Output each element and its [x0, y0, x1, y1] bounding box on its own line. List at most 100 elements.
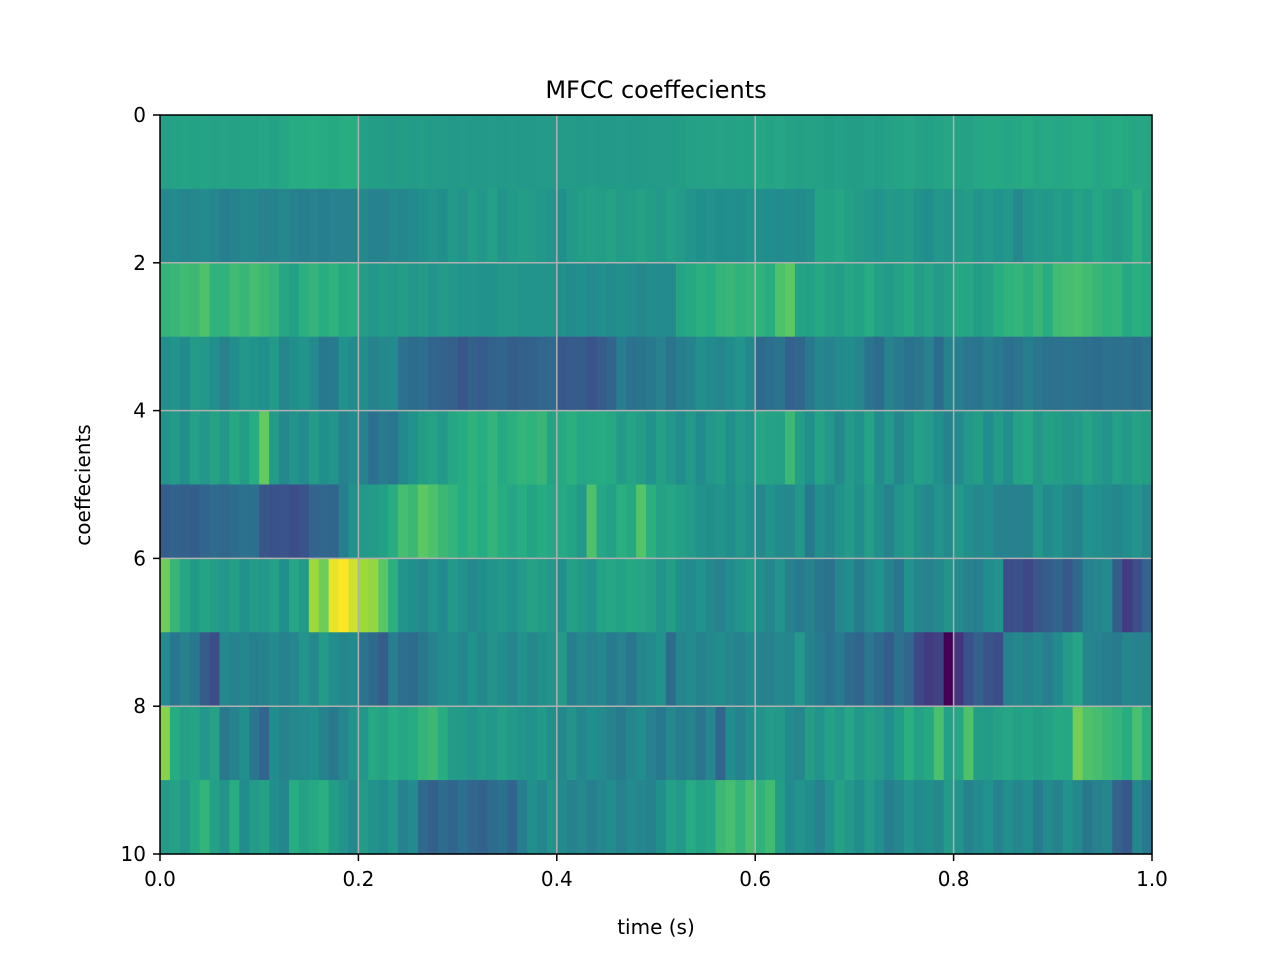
heatmap-cell — [596, 262, 607, 338]
heatmap-cell — [745, 780, 756, 855]
heatmap-cell — [209, 558, 221, 633]
heatmap-cell — [417, 115, 429, 190]
heatmap-cell — [199, 780, 211, 855]
heatmap-cell — [804, 632, 816, 707]
heatmap-cell — [626, 558, 637, 633]
heatmap-cell — [269, 410, 280, 486]
heatmap-cell — [536, 336, 548, 412]
heatmap-cell — [209, 706, 221, 781]
heatmap-cell — [884, 706, 895, 781]
heatmap-cell — [983, 410, 994, 486]
heatmap-cell — [665, 336, 677, 412]
heatmap-cell — [179, 115, 191, 190]
heatmap-cell — [338, 484, 350, 559]
heatmap-cell — [298, 188, 310, 264]
heatmap-cell — [646, 115, 657, 190]
x-axis-ticks: 0.0 0.2 0.4 0.6 0.8 1.0 — [144, 854, 1168, 891]
heatmap-cell — [1032, 780, 1044, 855]
heatmap-cell — [963, 262, 975, 338]
heatmap-cell — [398, 632, 409, 707]
heatmap-cell — [318, 188, 330, 264]
heatmap-cell — [408, 262, 419, 338]
heatmap-cell — [259, 188, 270, 264]
heatmap-cell — [219, 632, 231, 707]
heatmap-cell — [685, 484, 697, 559]
heatmap-cell — [447, 558, 459, 633]
heatmap-cell — [685, 336, 697, 412]
y-tick-label: 10 — [121, 842, 146, 866]
heatmap-cell — [1052, 558, 1064, 633]
heatmap-cell — [1142, 706, 1153, 781]
heatmap-cell — [160, 780, 171, 855]
heatmap-cell — [1052, 780, 1064, 855]
heatmap-cell — [765, 115, 776, 190]
heatmap-cell — [1092, 188, 1103, 264]
heatmap-cell — [556, 558, 568, 633]
heatmap-cell — [814, 188, 826, 264]
heatmap-cell — [1003, 632, 1014, 707]
heatmap-cell — [576, 484, 588, 559]
heatmap-cell — [467, 484, 479, 559]
heatmap-cell — [219, 558, 231, 633]
x-tick-label: 0.4 — [541, 867, 573, 891]
heatmap-cell — [507, 336, 518, 412]
heatmap-cell — [308, 115, 320, 190]
heatmap-cell — [913, 336, 925, 412]
heatmap-cell — [586, 336, 598, 412]
heatmap-cell — [705, 632, 717, 707]
heatmap-cell — [536, 410, 548, 486]
heatmap-cell — [695, 188, 707, 264]
heatmap-cell — [318, 632, 330, 707]
heatmap-cell — [169, 706, 181, 781]
heatmap-cell — [298, 484, 310, 559]
heatmap-cell — [864, 706, 875, 781]
heatmap-cell — [566, 115, 578, 190]
heatmap-cell — [219, 780, 231, 855]
heatmap-cell — [606, 410, 617, 486]
heatmap-cell — [745, 336, 756, 412]
heatmap-cell — [189, 262, 201, 338]
heatmap-cell — [665, 410, 677, 486]
heatmap-cell — [229, 115, 240, 190]
heatmap-cell — [408, 632, 419, 707]
heatmap-cell — [1092, 484, 1103, 559]
heatmap-cell — [943, 706, 955, 781]
heatmap-cell — [685, 558, 697, 633]
heatmap-cell — [904, 558, 915, 633]
heatmap-cell — [884, 632, 895, 707]
heatmap-cell — [338, 262, 350, 338]
heatmap-cell — [398, 115, 409, 190]
heatmap-cell — [1092, 780, 1103, 855]
heatmap-cell — [239, 484, 250, 559]
heatmap-cell — [695, 484, 707, 559]
heatmap-cell — [1003, 262, 1014, 338]
heatmap-cell — [288, 262, 300, 338]
heatmap-cell — [219, 115, 231, 190]
heatmap-cell — [775, 632, 786, 707]
heatmap-cell — [1102, 632, 1113, 707]
heatmap-cell — [388, 262, 399, 338]
heatmap-cell — [536, 115, 548, 190]
heatmap-cell — [219, 410, 231, 486]
heatmap-cell — [973, 706, 984, 781]
heatmap-cell — [665, 706, 677, 781]
heatmap-cell — [963, 484, 975, 559]
heatmap-cell — [775, 262, 786, 338]
heatmap-cell — [199, 262, 211, 338]
heatmap-cell — [755, 410, 766, 486]
heatmap-cell — [755, 262, 766, 338]
heatmap-cell — [755, 706, 766, 781]
heatmap-cell — [913, 484, 925, 559]
heatmap-cell — [943, 410, 955, 486]
heatmap-cell — [1132, 558, 1143, 633]
y-tick-label: 6 — [133, 546, 146, 570]
heatmap-cell — [844, 558, 855, 633]
heatmap-cell — [616, 188, 627, 264]
heatmap-cell — [338, 706, 350, 781]
heatmap-cell — [447, 706, 459, 781]
heatmap-cell — [338, 336, 350, 412]
x-axis-label: time (s) — [617, 915, 695, 939]
heatmap-cell — [765, 632, 776, 707]
heatmap-cell — [487, 410, 498, 486]
heatmap-cell — [298, 410, 310, 486]
